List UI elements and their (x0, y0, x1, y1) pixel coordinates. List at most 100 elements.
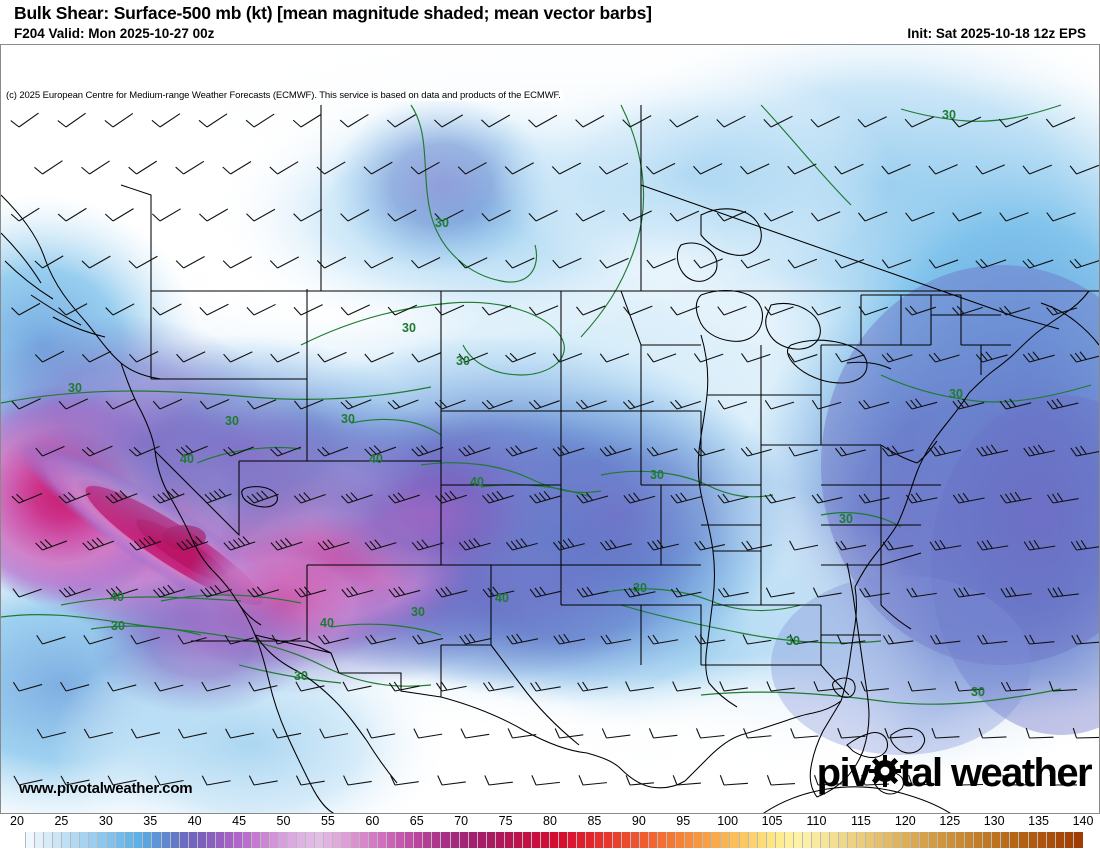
colorbar-band (98, 832, 108, 848)
contour-label: 30 (411, 605, 425, 619)
colorbar-band (170, 832, 180, 848)
colorbar-band (947, 832, 957, 848)
colorbar-band (576, 832, 586, 848)
colorbar-band (206, 832, 216, 848)
init-time-label: Init: Sat 2025-10-18 12z EPS (907, 26, 1086, 41)
colorbar-band (44, 832, 54, 848)
colorbar-tick: 130 (983, 814, 1005, 828)
colorbar-band (1001, 832, 1011, 848)
colorbar-tick-labels: 20 25 30 35 40 45 50 55 60 65 70 75 80 85 90 95 100 105 11… (0, 814, 1100, 831)
colorbar-band (62, 832, 72, 848)
colorbar-band (983, 832, 993, 848)
contour-label: 30 (402, 321, 416, 335)
colorbar-band (658, 832, 668, 848)
colorbar-band (342, 832, 352, 848)
colorbar-band (631, 832, 641, 848)
colorbar-band (215, 832, 225, 848)
contour-label: 30 (633, 581, 647, 595)
colorbar[interactable]: 20 25 30 35 40 45 50 55 60 65 70 75 80 85 90 95 100 105 11… (0, 814, 1100, 850)
colorbar-band (504, 832, 514, 848)
logo-text-part1: piv (816, 751, 872, 795)
contour-label: 40 (180, 452, 194, 466)
colorbar-tick: 140 (1072, 814, 1094, 828)
colorbar-band (251, 832, 261, 848)
colorbar-band (486, 832, 496, 848)
valid-time-label: F204 Valid: Mon 2025-10-27 00z (14, 26, 215, 41)
colorbar-band (80, 832, 90, 848)
colorbar-band (125, 832, 135, 848)
colorbar-band (306, 832, 316, 848)
contour-label: 40 (110, 590, 124, 604)
colorbar-band (992, 832, 1002, 848)
colorbar-band (378, 832, 388, 848)
colorbar-band (242, 832, 252, 848)
colorbar-band (152, 832, 162, 848)
colorbar-band (874, 832, 884, 848)
colorbar-band (613, 832, 623, 848)
map-graphic: 30 30 30 30 30 30 30 30 40 40 40 30 30 40 40 30 30 40 30 30… (1, 45, 1099, 813)
colorbar-band (820, 832, 830, 848)
colorbar-band (811, 832, 821, 848)
colorbar-tick: 100 (717, 814, 739, 828)
colorbar-band (856, 832, 866, 848)
colorbar-band (107, 832, 117, 848)
contour-label: 30 (971, 685, 985, 699)
colorbar-tick: 85 (587, 814, 602, 828)
colorbar-band (423, 832, 433, 848)
colorbar-band (89, 832, 99, 848)
colorbar-band (667, 832, 677, 848)
colorbar-band (884, 832, 894, 848)
colorbar-band (387, 832, 397, 848)
contour-label: 30 (435, 216, 449, 230)
colorbar-band (1046, 832, 1056, 848)
colorbar-band (558, 832, 568, 848)
colorbar-band (585, 832, 595, 848)
colorbar-band (333, 832, 343, 848)
colorbar-band (1019, 832, 1029, 848)
contour-label: 40 (495, 591, 509, 605)
colorbar-band (567, 832, 577, 848)
colorbar-band (260, 832, 270, 848)
colorbar-band (441, 832, 451, 848)
colorbar-band (1037, 832, 1047, 848)
colorbar-band (730, 832, 740, 848)
colorbar-band (224, 832, 234, 848)
colorbar-band (287, 832, 297, 848)
colorbar-band (540, 832, 550, 848)
map-header: Bulk Shear: Surface-500 mb (kt) [mean ma… (0, 0, 1100, 52)
colorbar-band (296, 832, 306, 848)
colorbar-band (35, 832, 45, 848)
colorbar-band (116, 832, 126, 848)
colorbar-band (134, 832, 144, 848)
colorbar-band (522, 832, 532, 848)
colorbar-band (477, 832, 487, 848)
colorbar-band (757, 832, 767, 848)
colorbar-band (531, 832, 541, 848)
colorbar-tick: 120 (894, 814, 916, 828)
colorbar-band (414, 832, 424, 848)
colorbar-tick: 25 (54, 814, 69, 828)
contour-label: 30 (225, 414, 239, 428)
colorbar-tick: 40 (187, 814, 202, 828)
colorbar-band (838, 832, 848, 848)
colorbar-band (694, 832, 704, 848)
page-title: Bulk Shear: Surface-500 mb (kt) [mean ma… (14, 3, 652, 23)
contour-label: 30 (68, 381, 82, 395)
colorbar-band (143, 832, 153, 848)
colorbar-band (351, 832, 361, 848)
contour-labels: 30 30 30 30 30 30 30 30 40 40 40 30 30 40 40 30 30 40 30 30… (68, 108, 985, 699)
shaded-magnitude-field (1, 45, 1099, 813)
colorbar-band (649, 832, 659, 848)
contour-label: 40 (470, 475, 484, 489)
colorbar-band (179, 832, 189, 848)
colorbar-band (893, 832, 903, 848)
colorbar-band (161, 832, 171, 848)
map-canvas[interactable]: 30 30 30 30 30 30 30 30 40 40 40 30 30 40 40 30 30 40 30 30… (0, 44, 1100, 814)
site-url-watermark: www.pivotalweather.com (19, 780, 193, 797)
colorbar-band (604, 832, 614, 848)
colorbar-tick: 65 (409, 814, 424, 828)
colorbar-band (1010, 832, 1020, 848)
colorbar-tick: 50 (276, 814, 291, 828)
colorbar-band (974, 832, 984, 848)
colorbar-tick: 60 (365, 814, 380, 828)
